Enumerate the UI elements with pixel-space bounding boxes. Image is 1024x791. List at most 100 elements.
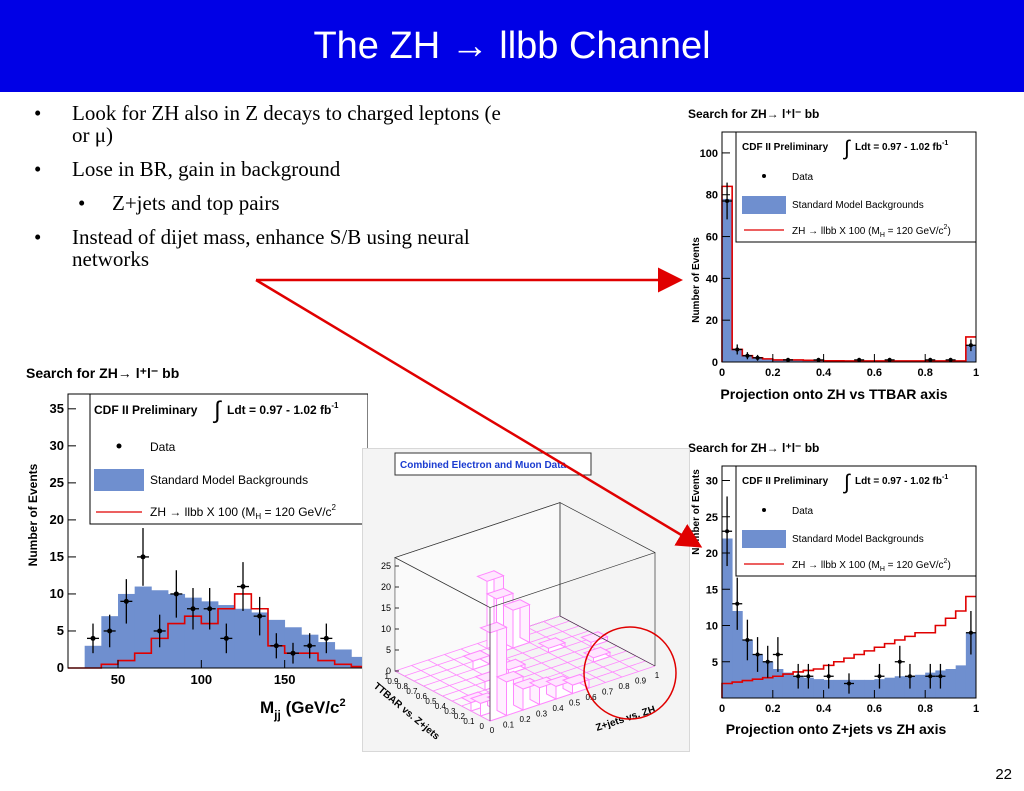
signal-line <box>721 595 976 698</box>
experiment-label: CDF II Preliminary <box>742 142 829 153</box>
x-tick-label: 0.2 <box>765 703 780 715</box>
y-tick-label: 15 <box>706 584 718 596</box>
mjj-histogram: Search for ZH→ l⁺l⁻ bb Number of Events … <box>26 365 368 722</box>
lumi-label: Ldt = 0.97 - 1.02 fb-1 <box>855 474 948 487</box>
lumi-label: Ldt = 0.97 - 1.02 fb-1 <box>227 401 339 417</box>
sig-legend-label: ZH → llbb X 100 (MH = 120 GeV/c2 <box>150 503 337 521</box>
x-tick-label: 150 <box>274 672 296 687</box>
data-point <box>307 643 313 649</box>
lego-y-tick-label: 0.9 <box>387 677 399 686</box>
data-point <box>755 355 760 360</box>
bullet-dot: • <box>34 225 42 249</box>
background-bar <box>118 593 136 668</box>
lego-y-tick-label: 0 <box>480 722 485 731</box>
data-marker-icon <box>116 443 122 449</box>
y-axis-label: Number of Events <box>26 463 40 566</box>
integral-symbol: ∫ <box>843 137 851 160</box>
bkg-legend-label: Standard Model Backgrounds <box>150 473 308 487</box>
plot-area: 5 10 15 20 25 30 0 0.2 0.4 0.6 0.8 1 <box>706 465 979 715</box>
data-point <box>725 529 730 534</box>
chart-title: Search for ZH→ l⁺l⁻ bb <box>26 365 179 381</box>
background-bar <box>793 359 804 362</box>
bullet-text: Instead of dijet mass, enhance S/B using… <box>72 225 470 271</box>
bullet-item: • Lose in BR, gain in background <box>34 158 504 180</box>
lego-tower-top <box>485 587 515 600</box>
lego-x-tick-label: 0.4 <box>552 704 564 713</box>
x-tick-label: 0.2 <box>765 367 780 379</box>
chart-title: Search for ZH→ l⁺l⁻ bb <box>688 441 819 455</box>
bullet-text: Look for ZH also in Z decays to charged … <box>72 101 501 147</box>
data-point <box>745 638 750 642</box>
y-tick-label: 30 <box>706 476 718 488</box>
x-tick-label: 0.4 <box>816 367 832 379</box>
y-tick-label: 20 <box>50 512 64 527</box>
lego-y-tick-label: 0.4 <box>435 702 447 711</box>
lego-z-tick-label: 25 <box>381 561 391 571</box>
data-legend-label: Data <box>792 172 814 183</box>
data-point <box>928 674 933 679</box>
data-point <box>948 357 953 362</box>
bullet-text: Z+jets and top pairs <box>112 191 280 215</box>
bullet-item: • Instead of dijet mass, enhance S/B usin… <box>34 226 504 270</box>
lego-tower-top <box>495 670 525 683</box>
x-tick-label: 0.6 <box>867 703 882 715</box>
data-point <box>725 199 730 203</box>
data-point <box>816 357 821 362</box>
background-bar <box>854 679 865 698</box>
x-tick-label: 1 <box>973 367 979 379</box>
data-point <box>755 652 760 657</box>
data-point <box>765 659 770 664</box>
lego-y-tick-label: 1 <box>385 672 390 681</box>
background-bar <box>782 672 794 698</box>
x-axis-label: Projection onto ZH vs TTBAR axis <box>720 386 947 402</box>
y-tick-label: 10 <box>706 621 718 633</box>
y-tick-label: 25 <box>706 512 718 524</box>
x-tick-label: 100 <box>190 672 212 687</box>
data-point <box>968 630 973 635</box>
background-bar <box>864 679 875 698</box>
background-bar <box>732 349 743 362</box>
y-tick-label: 40 <box>706 273 718 285</box>
data-point <box>323 635 329 641</box>
lego-x-tick-label: 0.3 <box>536 710 548 719</box>
lego-title: Combined Electron and Muon Data <box>400 460 567 471</box>
lego-y-tick-label: 0.6 <box>416 692 428 701</box>
lego-x-tick-label: 0 <box>490 726 495 735</box>
integral-symbol: ∫ <box>843 471 851 494</box>
data-point <box>826 674 831 679</box>
y-tick-label: 25 <box>50 475 64 490</box>
data-point <box>796 674 801 679</box>
highlight-circle <box>583 626 677 720</box>
data-point <box>173 591 179 597</box>
data-point <box>806 674 811 679</box>
lego-grid-line <box>526 626 623 678</box>
y-tick-label: 80 <box>706 190 718 202</box>
background-bar <box>803 360 814 362</box>
sub-bullet-item: • Z+jets and top pairs <box>34 192 504 214</box>
x-tick-label: 0.8 <box>918 703 933 715</box>
lego-title-box <box>394 452 592 476</box>
data-point <box>257 613 263 619</box>
page-number: 22 <box>995 766 1012 783</box>
signal-line <box>68 593 368 669</box>
data-point <box>968 343 973 348</box>
lego-z-tick-label: 5 <box>386 645 391 655</box>
data-marker-icon <box>762 174 766 178</box>
background-bar <box>813 679 824 698</box>
lego-y-tick-label: 0.8 <box>397 682 409 691</box>
x-tick-label: 0.4 <box>816 703 832 715</box>
data-point <box>123 598 129 604</box>
lumi-label: Ldt = 0.97 - 1.02 fb-1 <box>855 140 948 153</box>
lego-box-edge <box>489 552 656 721</box>
background-bar <box>945 669 957 698</box>
experiment-label: CDF II Preliminary <box>94 403 198 417</box>
background-bar <box>84 645 102 668</box>
title-bar <box>0 0 1024 92</box>
data-point <box>745 353 750 358</box>
x-tick-label: 0 <box>719 703 725 715</box>
bullet-dot: • <box>34 101 42 125</box>
x-axis-label: Mjj (GeV/c2 <box>260 697 346 722</box>
lego-box-edge <box>559 502 656 667</box>
y-tick-label: 0 <box>712 357 718 369</box>
data-point <box>273 643 279 649</box>
